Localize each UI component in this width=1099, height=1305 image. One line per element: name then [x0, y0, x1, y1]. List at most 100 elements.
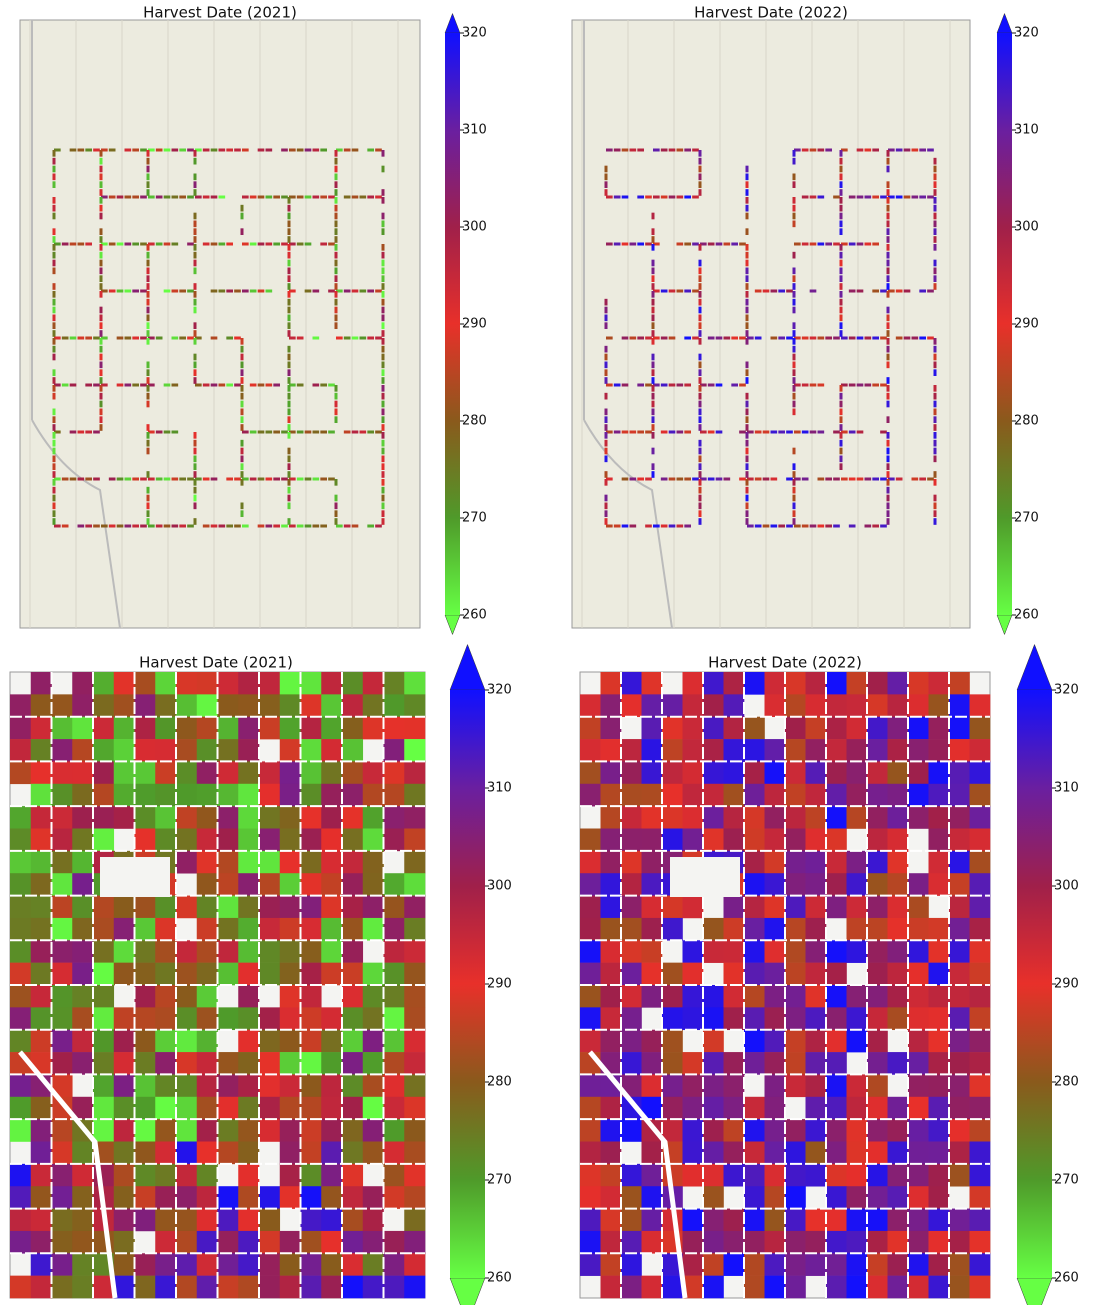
- field: [970, 896, 991, 919]
- field: [404, 1209, 425, 1232]
- field: [197, 963, 218, 986]
- field: [724, 1253, 745, 1276]
- field: [52, 1231, 73, 1254]
- field: [867, 717, 888, 740]
- field: [970, 1007, 991, 1030]
- panel-title: Harvest Date (2022): [694, 4, 848, 22]
- field: [580, 829, 601, 852]
- field: [703, 806, 724, 829]
- field: [785, 761, 806, 784]
- field: [662, 829, 683, 852]
- field: [621, 1007, 642, 1030]
- field: [929, 1231, 950, 1254]
- field: [259, 694, 280, 717]
- field: [384, 1074, 405, 1097]
- field: [259, 851, 280, 874]
- field: [384, 784, 405, 807]
- field: [342, 985, 363, 1008]
- field: [52, 963, 73, 986]
- field: [342, 963, 363, 986]
- field: [785, 985, 806, 1008]
- field: [31, 1007, 52, 1030]
- field: [642, 717, 663, 740]
- field: [342, 851, 363, 874]
- field: [847, 672, 868, 695]
- field: [744, 1186, 765, 1209]
- field: [888, 985, 909, 1008]
- field: [806, 985, 827, 1008]
- field: [970, 739, 991, 762]
- field: [847, 1276, 868, 1299]
- field: [72, 1209, 93, 1232]
- field: [683, 896, 704, 919]
- field: [929, 1209, 950, 1232]
- field: [744, 1209, 765, 1232]
- field: [301, 1164, 322, 1187]
- field: [703, 1276, 724, 1299]
- field: [259, 1276, 280, 1299]
- field: [176, 694, 197, 717]
- field: [580, 761, 601, 784]
- field: [847, 1074, 868, 1097]
- field: [218, 1209, 239, 1232]
- field: [621, 1164, 642, 1187]
- field: [321, 1119, 342, 1142]
- field: [301, 717, 322, 740]
- field: [806, 694, 827, 717]
- colorbar-extend-max: [1017, 645, 1052, 691]
- field: [642, 761, 663, 784]
- field: [888, 806, 909, 829]
- field: [847, 873, 868, 896]
- field: [703, 829, 724, 852]
- field: [114, 1030, 135, 1053]
- field: [363, 1119, 384, 1142]
- field: [683, 1007, 704, 1030]
- panel-title: Harvest Date (2021): [139, 654, 293, 672]
- field: [301, 1253, 322, 1276]
- field: [321, 784, 342, 807]
- field: [621, 1030, 642, 1053]
- field: [621, 672, 642, 695]
- field: [301, 694, 322, 717]
- field: [847, 1164, 868, 1187]
- colorbar-tick-label: 320: [487, 683, 512, 698]
- field: [826, 717, 847, 740]
- field: [72, 1186, 93, 1209]
- colorbar-tick-label: 290: [1054, 977, 1079, 992]
- field: [301, 806, 322, 829]
- field: [765, 1209, 786, 1232]
- field: [826, 851, 847, 874]
- field: [662, 717, 683, 740]
- field: [404, 985, 425, 1008]
- field: [342, 896, 363, 919]
- colorbar-tick-label: 260: [1054, 1271, 1079, 1286]
- field: [31, 761, 52, 784]
- field: [765, 784, 786, 807]
- field: [218, 784, 239, 807]
- field: [155, 717, 176, 740]
- field: [197, 1074, 218, 1097]
- field: [72, 918, 93, 941]
- field: [31, 985, 52, 1008]
- field: [218, 1142, 239, 1165]
- field: [259, 918, 280, 941]
- field: [785, 739, 806, 762]
- field: [176, 851, 197, 874]
- field: [949, 806, 970, 829]
- field: [238, 918, 259, 941]
- field: [765, 963, 786, 986]
- field: [114, 1186, 135, 1209]
- field: [806, 717, 827, 740]
- field: [342, 1119, 363, 1142]
- field: [949, 1142, 970, 1165]
- field: [867, 829, 888, 852]
- field: [765, 806, 786, 829]
- field: [580, 918, 601, 941]
- field: [301, 1119, 322, 1142]
- field: [72, 1164, 93, 1187]
- field: [114, 1007, 135, 1030]
- field: [601, 1007, 622, 1030]
- field: [10, 1030, 31, 1053]
- field: [806, 1074, 827, 1097]
